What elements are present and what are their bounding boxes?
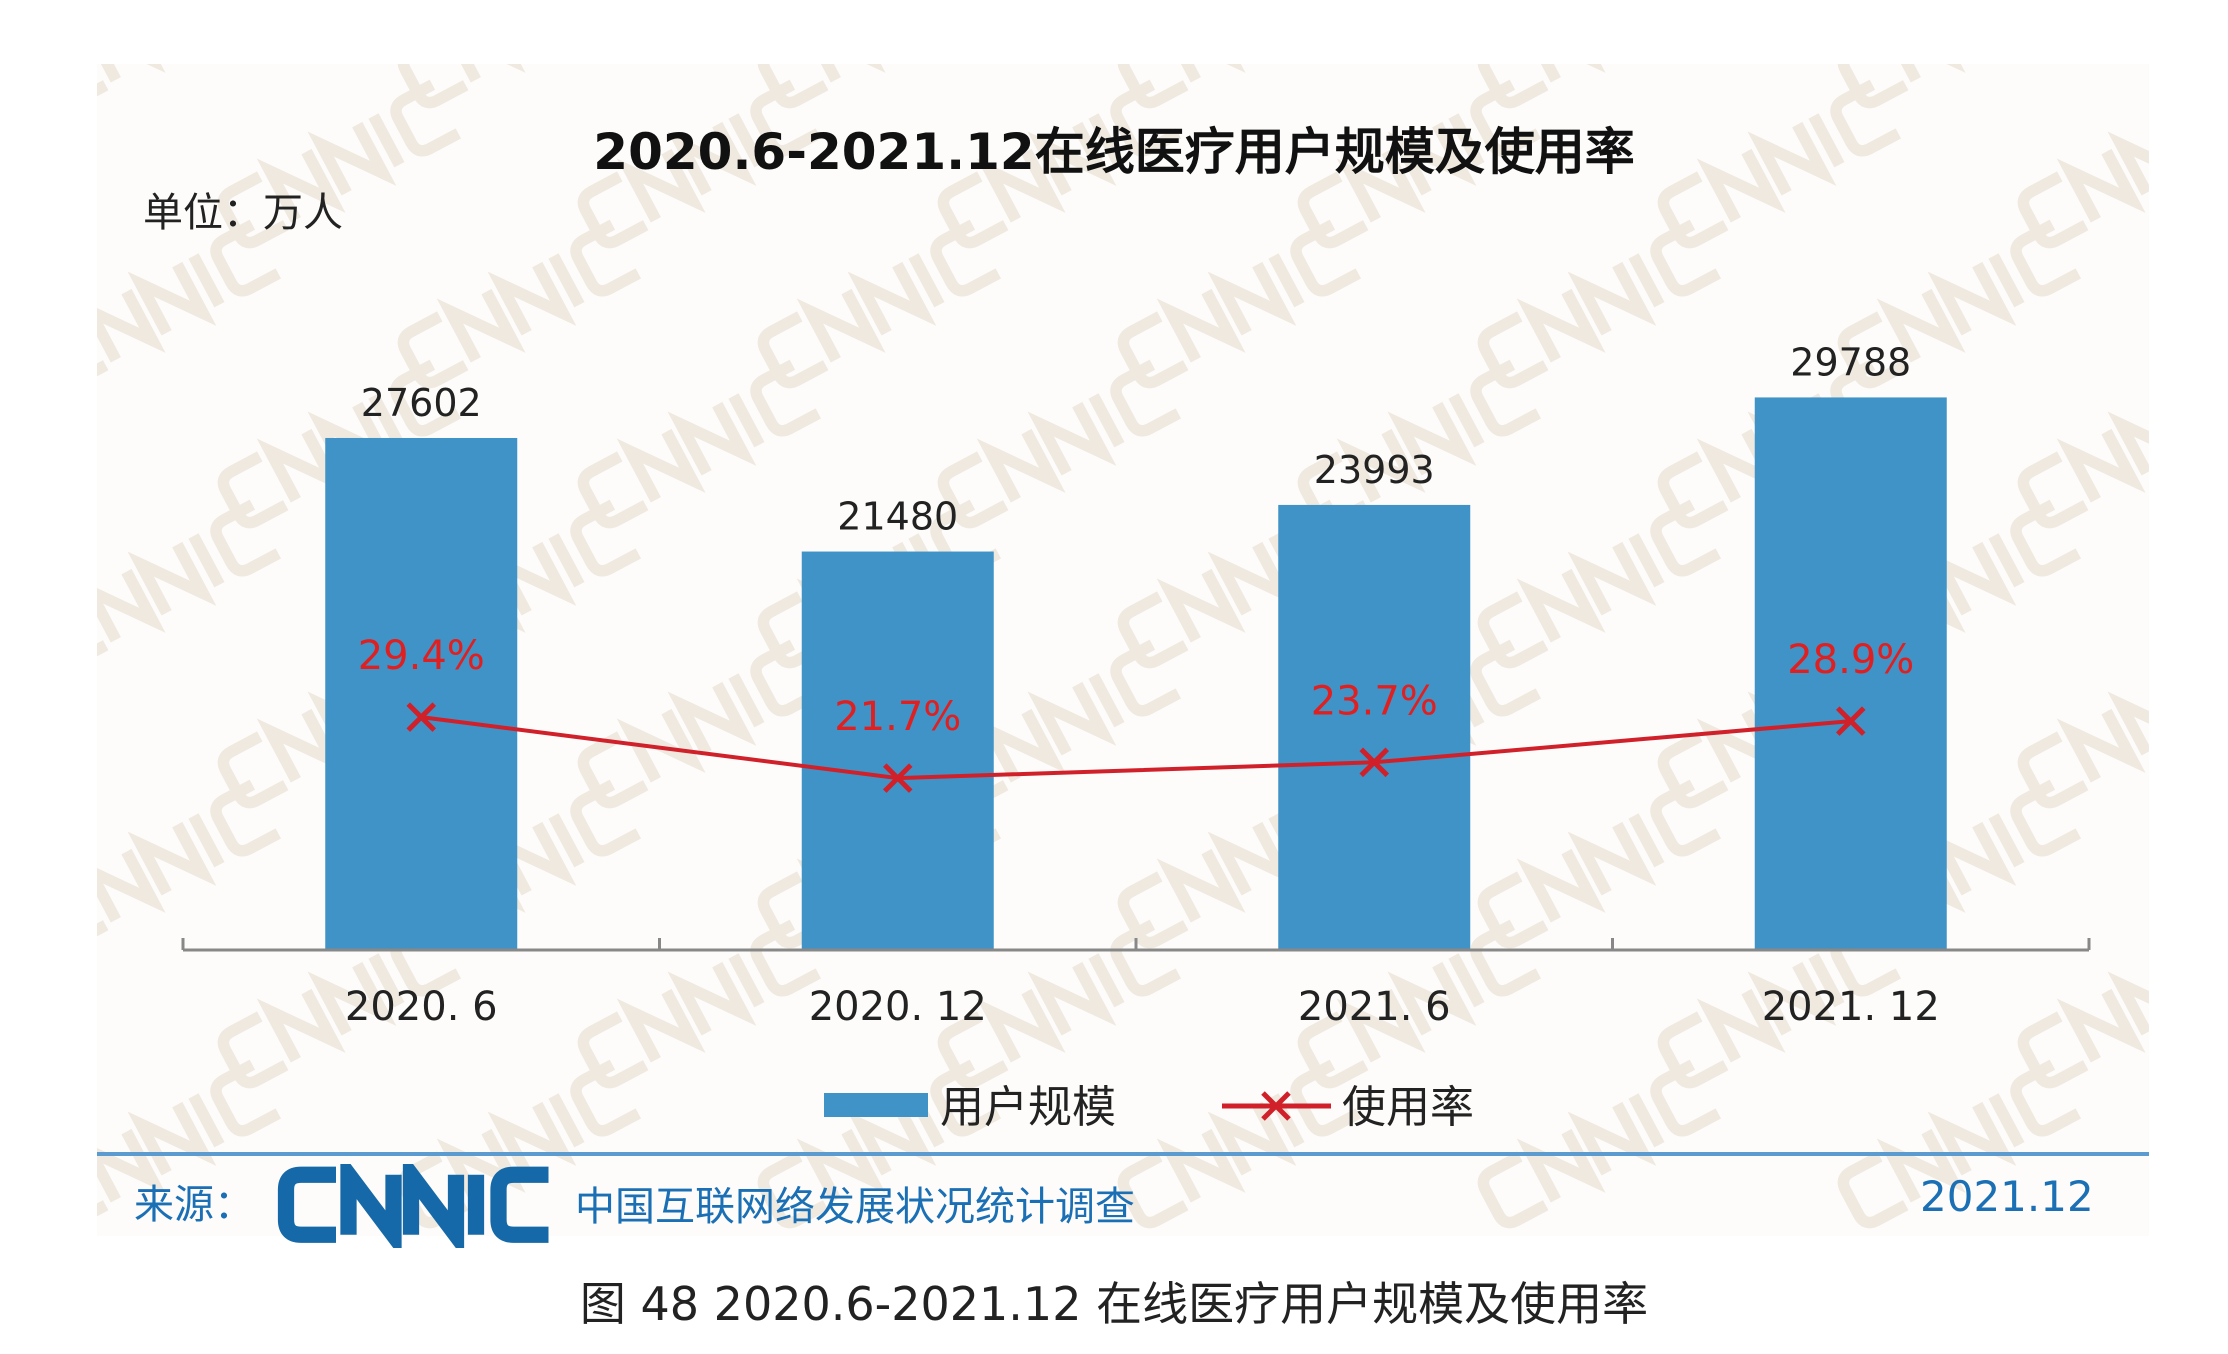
unit-label: 单位：万人 [143, 190, 343, 236]
bar [325, 437, 518, 950]
x-tick-label: 2021. 6 [1298, 984, 1451, 1030]
cnnic-logo [276, 1164, 566, 1248]
source-name: 中国互联网络发展状况统计调查 [575, 1184, 1135, 1230]
x-tick-label: 2020. 6 [345, 984, 498, 1030]
usage-rate-marker [1835, 706, 1866, 736]
chart-plot: 27602 2020. 6 21480 2020. 12 23993 2021. 6 297… [181, 340, 2091, 1133]
source-label: 来源： [134, 1182, 254, 1228]
usage-rate-marker [406, 702, 437, 732]
cnnic-logo-mark [286, 1175, 549, 1235]
legend-line-label: 使用率 [1342, 1082, 1474, 1133]
footer-divider [97, 1152, 2149, 1156]
usage-rate-label: 21.7% [834, 694, 961, 740]
bar [1754, 397, 1947, 950]
usage-rate-marker [1359, 747, 1390, 778]
usage-rate-line [420, 715, 1851, 781]
x-tick-label: 2020. 12 [809, 984, 987, 1030]
bar [801, 551, 994, 950]
bar-value-label: 29788 [1790, 340, 1911, 384]
chart-title: 2020.6-2021.12在线医疗用户规模及使用率 [593, 123, 1635, 181]
source-date: 2021.12 [1920, 1172, 2094, 1221]
figure-caption: 图 48 2020.6-2021.12 在线医疗用户规模及使用率 [579, 1277, 1649, 1331]
bar-value-label: 23993 [1314, 448, 1435, 492]
usage-rate-label: 28.9% [1787, 637, 1914, 683]
usage-rate-marker [882, 763, 913, 793]
usage-rate-label: 23.7% [1311, 678, 1438, 724]
x-tick-label: 2021. 12 [1762, 984, 1940, 1030]
legend-bar-swatch [824, 1093, 928, 1117]
bar-value-label: 27602 [361, 381, 482, 425]
usage-rate-label: 29.4% [358, 633, 485, 679]
legend-bar-label: 用户规模 [940, 1082, 1116, 1133]
bar [1278, 504, 1471, 950]
legend-x-marker-icon [1261, 1091, 1291, 1121]
bar-value-label: 21480 [837, 495, 958, 539]
